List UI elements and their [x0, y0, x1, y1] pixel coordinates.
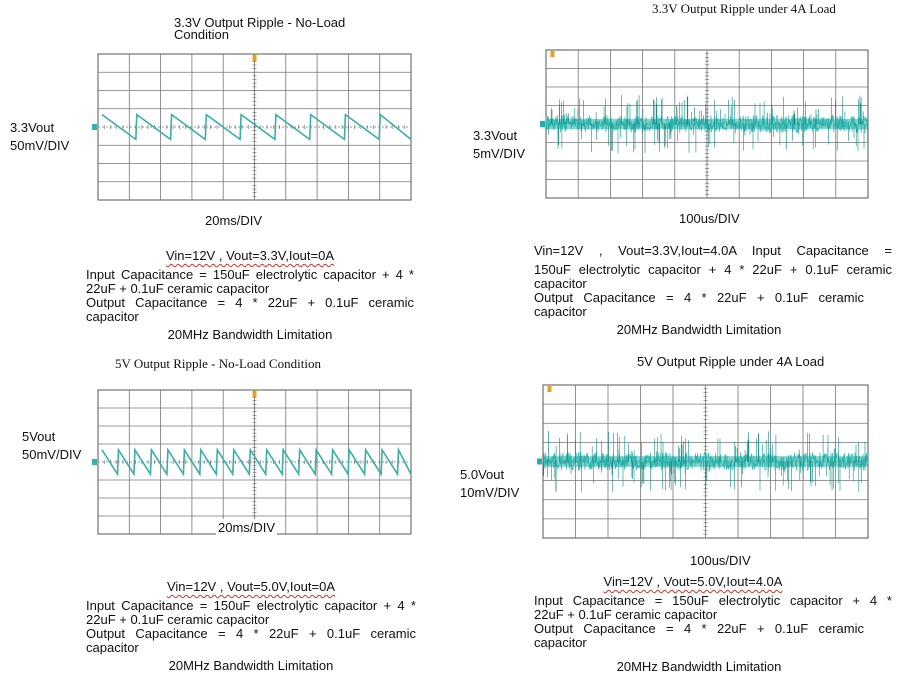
chart-4-cond-vin: Vin=12V , Vout=5.0V,Iout=4.0A [603, 574, 783, 589]
noise-band [543, 456, 868, 467]
ground-marker [540, 121, 545, 127]
chart-3-scope [92, 389, 412, 535]
chart-4-title: 5V Output Ripple under 4A Load [637, 354, 825, 369]
chart-3-cond-out1: Output Capacitance = 4 * 22uF + 0.1uF ce… [86, 626, 416, 641]
chart-2-cond-in2: capacitor [534, 276, 587, 291]
chart-2-cond-vin: Vin=12V , Vout=3.3V,Iout=4.0A Input Capa… [534, 243, 892, 258]
ground-marker [92, 124, 97, 130]
chart-3-y-label: 5Vout 50mV/DIV [22, 429, 82, 462]
chart-3-cond-vin: Vin=12V , Vout=5.0V,Iout=0A [166, 579, 336, 594]
chart-2-cond-in1: 150uF electrolytic capacitor + 4 * 22uF … [534, 262, 892, 277]
chart-2-bandwidth: 20MHz Bandwidth Limitation [616, 322, 782, 337]
chart-1-cond-out2: capacitor [86, 309, 139, 324]
chart-1-title: 3.3V Output Ripple - No-Load Condition [174, 15, 346, 42]
trigger-marker [547, 386, 552, 392]
chart-1-scope [92, 53, 412, 201]
chart-3-conditions: Vin=12V , Vout=5.0V,Iout=0A Input Capaci… [86, 580, 416, 673]
noise-spikes [548, 95, 868, 154]
chart-4-x-label: 100us/DIV [690, 553, 751, 568]
chart-1-cond-in1: Input Capacitance = 150uF electrolytic c… [86, 267, 414, 282]
chart-1-bandwidth: 20MHz Bandwidth Limitation [167, 327, 333, 342]
chart-1-cond-vin: Vin=12V , Vout=3.3V,Iout=0A [165, 248, 335, 263]
chart-4-cond-out2: capacitor [534, 635, 587, 650]
chart-2-title: 3.3V Output Ripple under 4A Load [652, 1, 836, 16]
chart-3-title: 5V Output Ripple - No-Load Condition [115, 356, 321, 371]
trigger-marker [550, 51, 555, 57]
chart-2-scope [540, 49, 869, 199]
chart-3-cond-in2: 22uF + 0.1uF ceramic capacitor [86, 612, 270, 627]
chart-3-bandwidth: 20MHz Bandwidth Limitation [168, 658, 334, 673]
chart-4-bandwidth: 20MHz Bandwidth Limitation [616, 659, 782, 674]
chart-2-x-label: 100us/DIV [679, 211, 740, 226]
chart-2-y-label: 3.3Vout 5mV/DIV [473, 128, 526, 161]
chart-2-conditions: Vin=12V , Vout=3.3V,Iout=4.0A Input Capa… [534, 244, 892, 337]
ground-marker [92, 459, 97, 465]
chart-1-x-label: 20ms/DIV [205, 213, 263, 228]
chart-3-x-label: 20ms/DIV [216, 519, 278, 537]
chart-2-cond-out1: Output Capacitance = 4 * 22uF + 0.1uF ce… [534, 290, 864, 305]
chart-3-cond-out2: capacitor [86, 640, 139, 655]
ripple-trace [101, 112, 412, 141]
chart-1-cond-in2: 22uF + 0.1uF ceramic capacitor [86, 281, 270, 296]
trigger-marker [252, 55, 257, 61]
trigger-marker [252, 391, 257, 397]
chart-4-conditions: Vin=12V , Vout=5.0V,Iout=4.0A Input Capa… [534, 575, 892, 674]
chart-4-cond-out1: Output Capacitance = 4 * 22uF + 0.1uF ce… [534, 621, 864, 636]
chart-4-cond-in2: 22uF + 0.1uF ceramic capacitor [534, 607, 718, 622]
ground-marker [537, 458, 542, 465]
chart-2-cond-out2: capacitor [534, 304, 587, 319]
ripple-trace [101, 446, 412, 477]
chart-3-cond-in1: Input Capacitance = 150uF electrolytic c… [86, 598, 416, 613]
chart-1-conditions: Vin=12V , Vout=3.3V,Iout=0A Input Capaci… [86, 249, 414, 342]
chart-4-y-label: 5.0Vout 10mV/DIV [460, 467, 520, 500]
chart-1-y-label: 3.3Vout 50mV/DIV [10, 120, 70, 153]
chart-1-cond-out1: Output Capacitance = 4 * 22uF + 0.1uF ce… [86, 295, 414, 310]
noise-spikes [543, 431, 866, 492]
chart-4-scope [537, 384, 869, 539]
chart-4-cond-in1: Input Capacitance = 150uF electrolytic c… [534, 593, 892, 608]
